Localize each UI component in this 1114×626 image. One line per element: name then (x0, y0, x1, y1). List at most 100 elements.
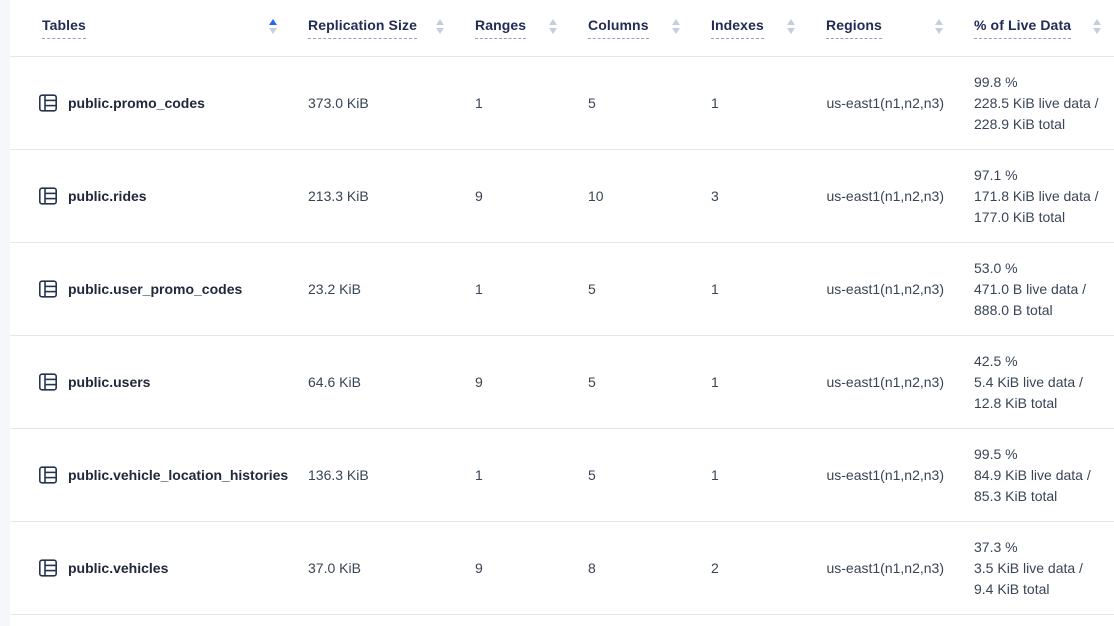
table-name-cell[interactable]: public.promo_codes (10, 57, 290, 149)
sort-arrows-icon[interactable] (935, 18, 943, 34)
table-name: public.user_promo_codes (68, 281, 243, 297)
live-data-cell: 99.5 % 84.9 KiB live data / 85.3 KiB tot… (956, 429, 1114, 521)
sort-arrows-icon[interactable] (1093, 18, 1101, 34)
sort-asc-icon (787, 18, 795, 25)
replication-size-cell: 37.0 KiB (308, 560, 361, 576)
total-data-detail: 12.8 KiB total (974, 394, 1058, 411)
indexes-cell: 1 (711, 374, 719, 390)
sort-arrows-icon[interactable] (269, 18, 277, 34)
live-data-percent: 37.3 % (974, 538, 1018, 555)
live-data-cell: 53.0 % 471.0 B live data / 888.0 B total (956, 243, 1114, 335)
table-row: public.user_promo_codes 23.2 KiB 1 5 1 u… (10, 243, 1114, 336)
columns-cell: 8 (588, 560, 596, 576)
live-data-detail: 171.8 KiB live data / (974, 187, 1099, 204)
table-grid-icon (38, 372, 58, 392)
replication-size-cell: 213.3 KiB (308, 188, 369, 204)
total-data-detail: 177.0 KiB total (974, 208, 1066, 225)
table-name: public.vehicle_location_histories (68, 467, 289, 483)
table-row: public.vehicle_location_histories 136.3 … (10, 429, 1114, 522)
live-data-percent: 53.0 % (974, 259, 1018, 276)
column-header-replication-size-label: Replication Size (308, 17, 417, 39)
total-data-detail: 85.3 KiB total (974, 487, 1058, 504)
ranges-cell: 9 (475, 374, 483, 390)
sort-asc-icon (436, 18, 444, 25)
sort-arrows-icon[interactable] (672, 18, 680, 34)
table-grid-icon (38, 93, 58, 113)
live-data-detail: 471.0 B live data / (974, 280, 1087, 297)
table-header-row: Tables Replication Size Ranges Columns (10, 0, 1114, 57)
sort-arrows-icon[interactable] (549, 18, 557, 34)
live-data-detail: 84.9 KiB live data / (974, 466, 1091, 483)
columns-cell: 5 (588, 281, 596, 297)
regions-cell: us-east1(n1,n2,n3) (826, 188, 944, 204)
regions-cell: us-east1(n1,n2,n3) (826, 467, 944, 483)
column-header-columns[interactable]: Columns (570, 0, 693, 56)
table-name-cell[interactable]: public.users (10, 336, 290, 428)
ranges-cell: 9 (475, 188, 483, 204)
live-data-cell: 99.8 % 228.5 KiB live data / 228.9 KiB t… (956, 57, 1114, 149)
indexes-cell: 2 (711, 560, 719, 576)
sort-arrows-icon[interactable] (787, 18, 795, 34)
total-data-detail: 888.0 B total (974, 301, 1053, 318)
table-row: public.promo_codes 373.0 KiB 1 5 1 us-ea… (10, 57, 1114, 150)
table-name: public.vehicles (68, 560, 169, 576)
live-data-detail: 228.5 KiB live data / (974, 94, 1099, 111)
live-data-percent: 99.8 % (974, 73, 1018, 90)
ranges-cell: 1 (475, 467, 483, 483)
indexes-cell: 1 (711, 95, 719, 111)
live-data-cell: 37.3 % 3.5 KiB live data / 9.4 KiB total (956, 522, 1114, 614)
columns-cell: 10 (588, 188, 604, 204)
live-data-cell: 97.1 % 171.8 KiB live data / 177.0 KiB t… (956, 150, 1114, 242)
column-header-tables-label: Tables (42, 17, 86, 39)
table-name-cell[interactable]: public.vehicles (10, 522, 290, 614)
total-data-detail: 228.9 KiB total (974, 115, 1066, 132)
live-data-detail: 3.5 KiB live data / (974, 559, 1083, 576)
table-row: public.rides 213.3 KiB 9 10 3 us-east1(n… (10, 150, 1114, 243)
columns-cell: 5 (588, 95, 596, 111)
table-grid-icon (38, 186, 58, 206)
table-grid-icon (38, 465, 58, 485)
live-data-percent: 99.5 % (974, 445, 1018, 462)
column-header-indexes[interactable]: Indexes (693, 0, 808, 56)
column-header-live-data-label: % of Live Data (974, 17, 1072, 39)
table-name-cell[interactable]: public.vehicle_location_histories (10, 429, 290, 521)
sort-desc-icon (672, 27, 680, 34)
sort-arrows-icon[interactable] (436, 18, 444, 34)
sort-asc-icon (549, 18, 557, 25)
table-name: public.users (68, 374, 151, 390)
sort-desc-icon (935, 27, 943, 34)
column-header-indexes-label: Indexes (711, 17, 764, 39)
indexes-cell: 1 (711, 281, 719, 297)
indexes-cell: 3 (711, 188, 719, 204)
table-name: public.rides (68, 188, 147, 204)
sort-asc-icon (935, 18, 943, 25)
column-header-replication-size[interactable]: Replication Size (290, 0, 457, 56)
regions-cell: us-east1(n1,n2,n3) (826, 281, 944, 297)
sort-asc-icon (672, 18, 680, 25)
column-header-ranges[interactable]: Ranges (457, 0, 570, 56)
table-name-cell[interactable]: public.user_promo_codes (10, 243, 290, 335)
tables-list-card: Tables Replication Size Ranges Columns (10, 0, 1114, 626)
table-row: public.users 64.6 KiB 9 5 1 us-east1(n1,… (10, 336, 1114, 429)
sort-asc-icon (269, 18, 277, 25)
ranges-cell: 9 (475, 560, 483, 576)
column-header-regions[interactable]: Regions (808, 0, 956, 56)
live-data-percent: 42.5 % (974, 352, 1018, 369)
sort-desc-icon (269, 27, 277, 34)
replication-size-cell: 373.0 KiB (308, 95, 369, 111)
sort-asc-icon (1093, 18, 1101, 25)
replication-size-cell: 64.6 KiB (308, 374, 361, 390)
live-data-detail: 5.4 KiB live data / (974, 373, 1083, 390)
regions-cell: us-east1(n1,n2,n3) (826, 95, 944, 111)
column-header-tables[interactable]: Tables (10, 0, 290, 56)
replication-size-cell: 23.2 KiB (308, 281, 361, 297)
column-header-ranges-label: Ranges (475, 17, 527, 39)
columns-cell: 5 (588, 467, 596, 483)
regions-cell: us-east1(n1,n2,n3) (826, 560, 944, 576)
sort-desc-icon (787, 27, 795, 34)
sort-desc-icon (1093, 27, 1101, 34)
table-name: public.promo_codes (68, 95, 205, 111)
column-header-live-data[interactable]: % of Live Data (956, 0, 1114, 56)
table-name-cell[interactable]: public.rides (10, 150, 290, 242)
table-body: public.promo_codes 373.0 KiB 1 5 1 us-ea… (10, 57, 1114, 615)
